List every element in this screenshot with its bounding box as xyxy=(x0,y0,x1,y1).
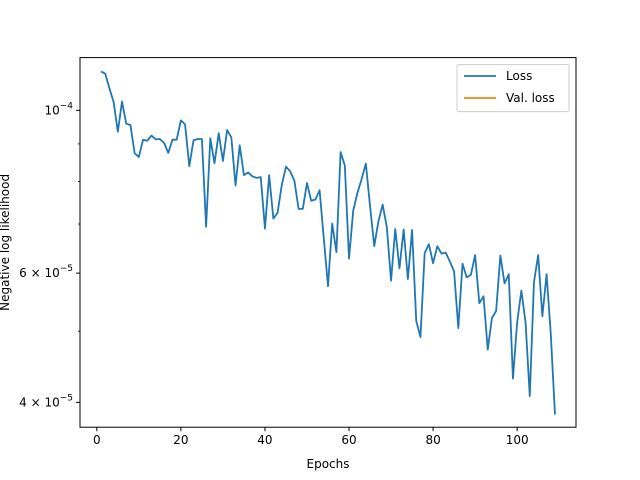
series-layer xyxy=(100,70,556,415)
legend-label-loss: Loss xyxy=(506,69,532,83)
x-tick-label: 0 xyxy=(93,433,101,447)
y-tick-label: 10−4 xyxy=(44,101,73,117)
plot-frame xyxy=(79,57,577,428)
y-tick-label: 4 × 10−5 xyxy=(19,393,73,409)
legend-label-val-loss: Val. loss xyxy=(506,91,555,105)
series-line-loss xyxy=(100,70,556,415)
x-tick-label: 40 xyxy=(257,433,272,447)
y-tick-label: 6 × 10−5 xyxy=(19,264,73,280)
x-tick-label: 60 xyxy=(341,433,356,447)
x-ticks: 0 20 40 60 80 100 xyxy=(93,427,529,447)
x-tick-label: 100 xyxy=(506,433,529,447)
x-tick-label: 80 xyxy=(425,433,440,447)
y-ticks: 4 × 10−5 6 × 10−5 10−4 xyxy=(19,101,80,409)
y-axis-label: Negative log likelihood xyxy=(0,174,12,311)
x-tick-label: 20 xyxy=(173,433,188,447)
x-axis-label: Epochs xyxy=(307,457,350,471)
legend: Loss Val. loss xyxy=(456,64,570,113)
